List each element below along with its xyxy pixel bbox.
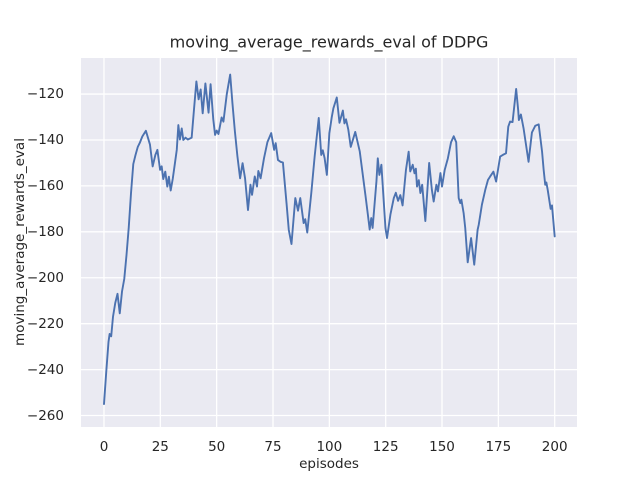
y-tick-label: −140 <box>26 131 64 148</box>
x-tick-label: 50 <box>208 439 226 455</box>
x-tick-label: 150 <box>429 439 455 455</box>
x-axis-label: episodes <box>299 456 359 472</box>
data-line <box>103 73 556 405</box>
y-tick-label: −180 <box>26 223 64 240</box>
y-tick-label: −160 <box>26 177 64 194</box>
y-tick-label: −220 <box>26 315 64 332</box>
plot-canvas <box>81 58 577 427</box>
x-tick-label: 100 <box>316 439 343 455</box>
x-tick-label: 125 <box>372 439 399 455</box>
y-tick-label: −240 <box>26 361 64 378</box>
chart-title: moving_average_rewards_eval of DDPG <box>169 32 489 52</box>
x-tick-label: 200 <box>541 439 568 455</box>
plot-area <box>81 58 577 427</box>
y-tick-label: −260 <box>26 407 64 424</box>
x-tick-label: 0 <box>99 439 109 455</box>
x-tick-label: 175 <box>485 439 512 455</box>
x-tick-label: 25 <box>151 439 169 455</box>
y-tick-label: −120 <box>26 86 64 103</box>
x-tick-label: 75 <box>264 439 282 455</box>
y-tick-label: −200 <box>26 269 64 286</box>
